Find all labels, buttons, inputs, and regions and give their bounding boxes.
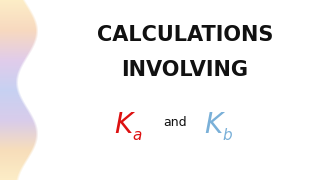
Text: CALCULATIONS: CALCULATIONS xyxy=(97,25,273,45)
Text: $\it{b}$: $\it{b}$ xyxy=(221,127,232,143)
Text: INVOLVING: INVOLVING xyxy=(122,60,249,80)
Text: $\it{a}$: $\it{a}$ xyxy=(132,127,142,143)
Text: and: and xyxy=(163,116,187,129)
Text: $\it{K}$: $\it{K}$ xyxy=(114,111,136,139)
Text: $\it{K}$: $\it{K}$ xyxy=(204,111,226,139)
